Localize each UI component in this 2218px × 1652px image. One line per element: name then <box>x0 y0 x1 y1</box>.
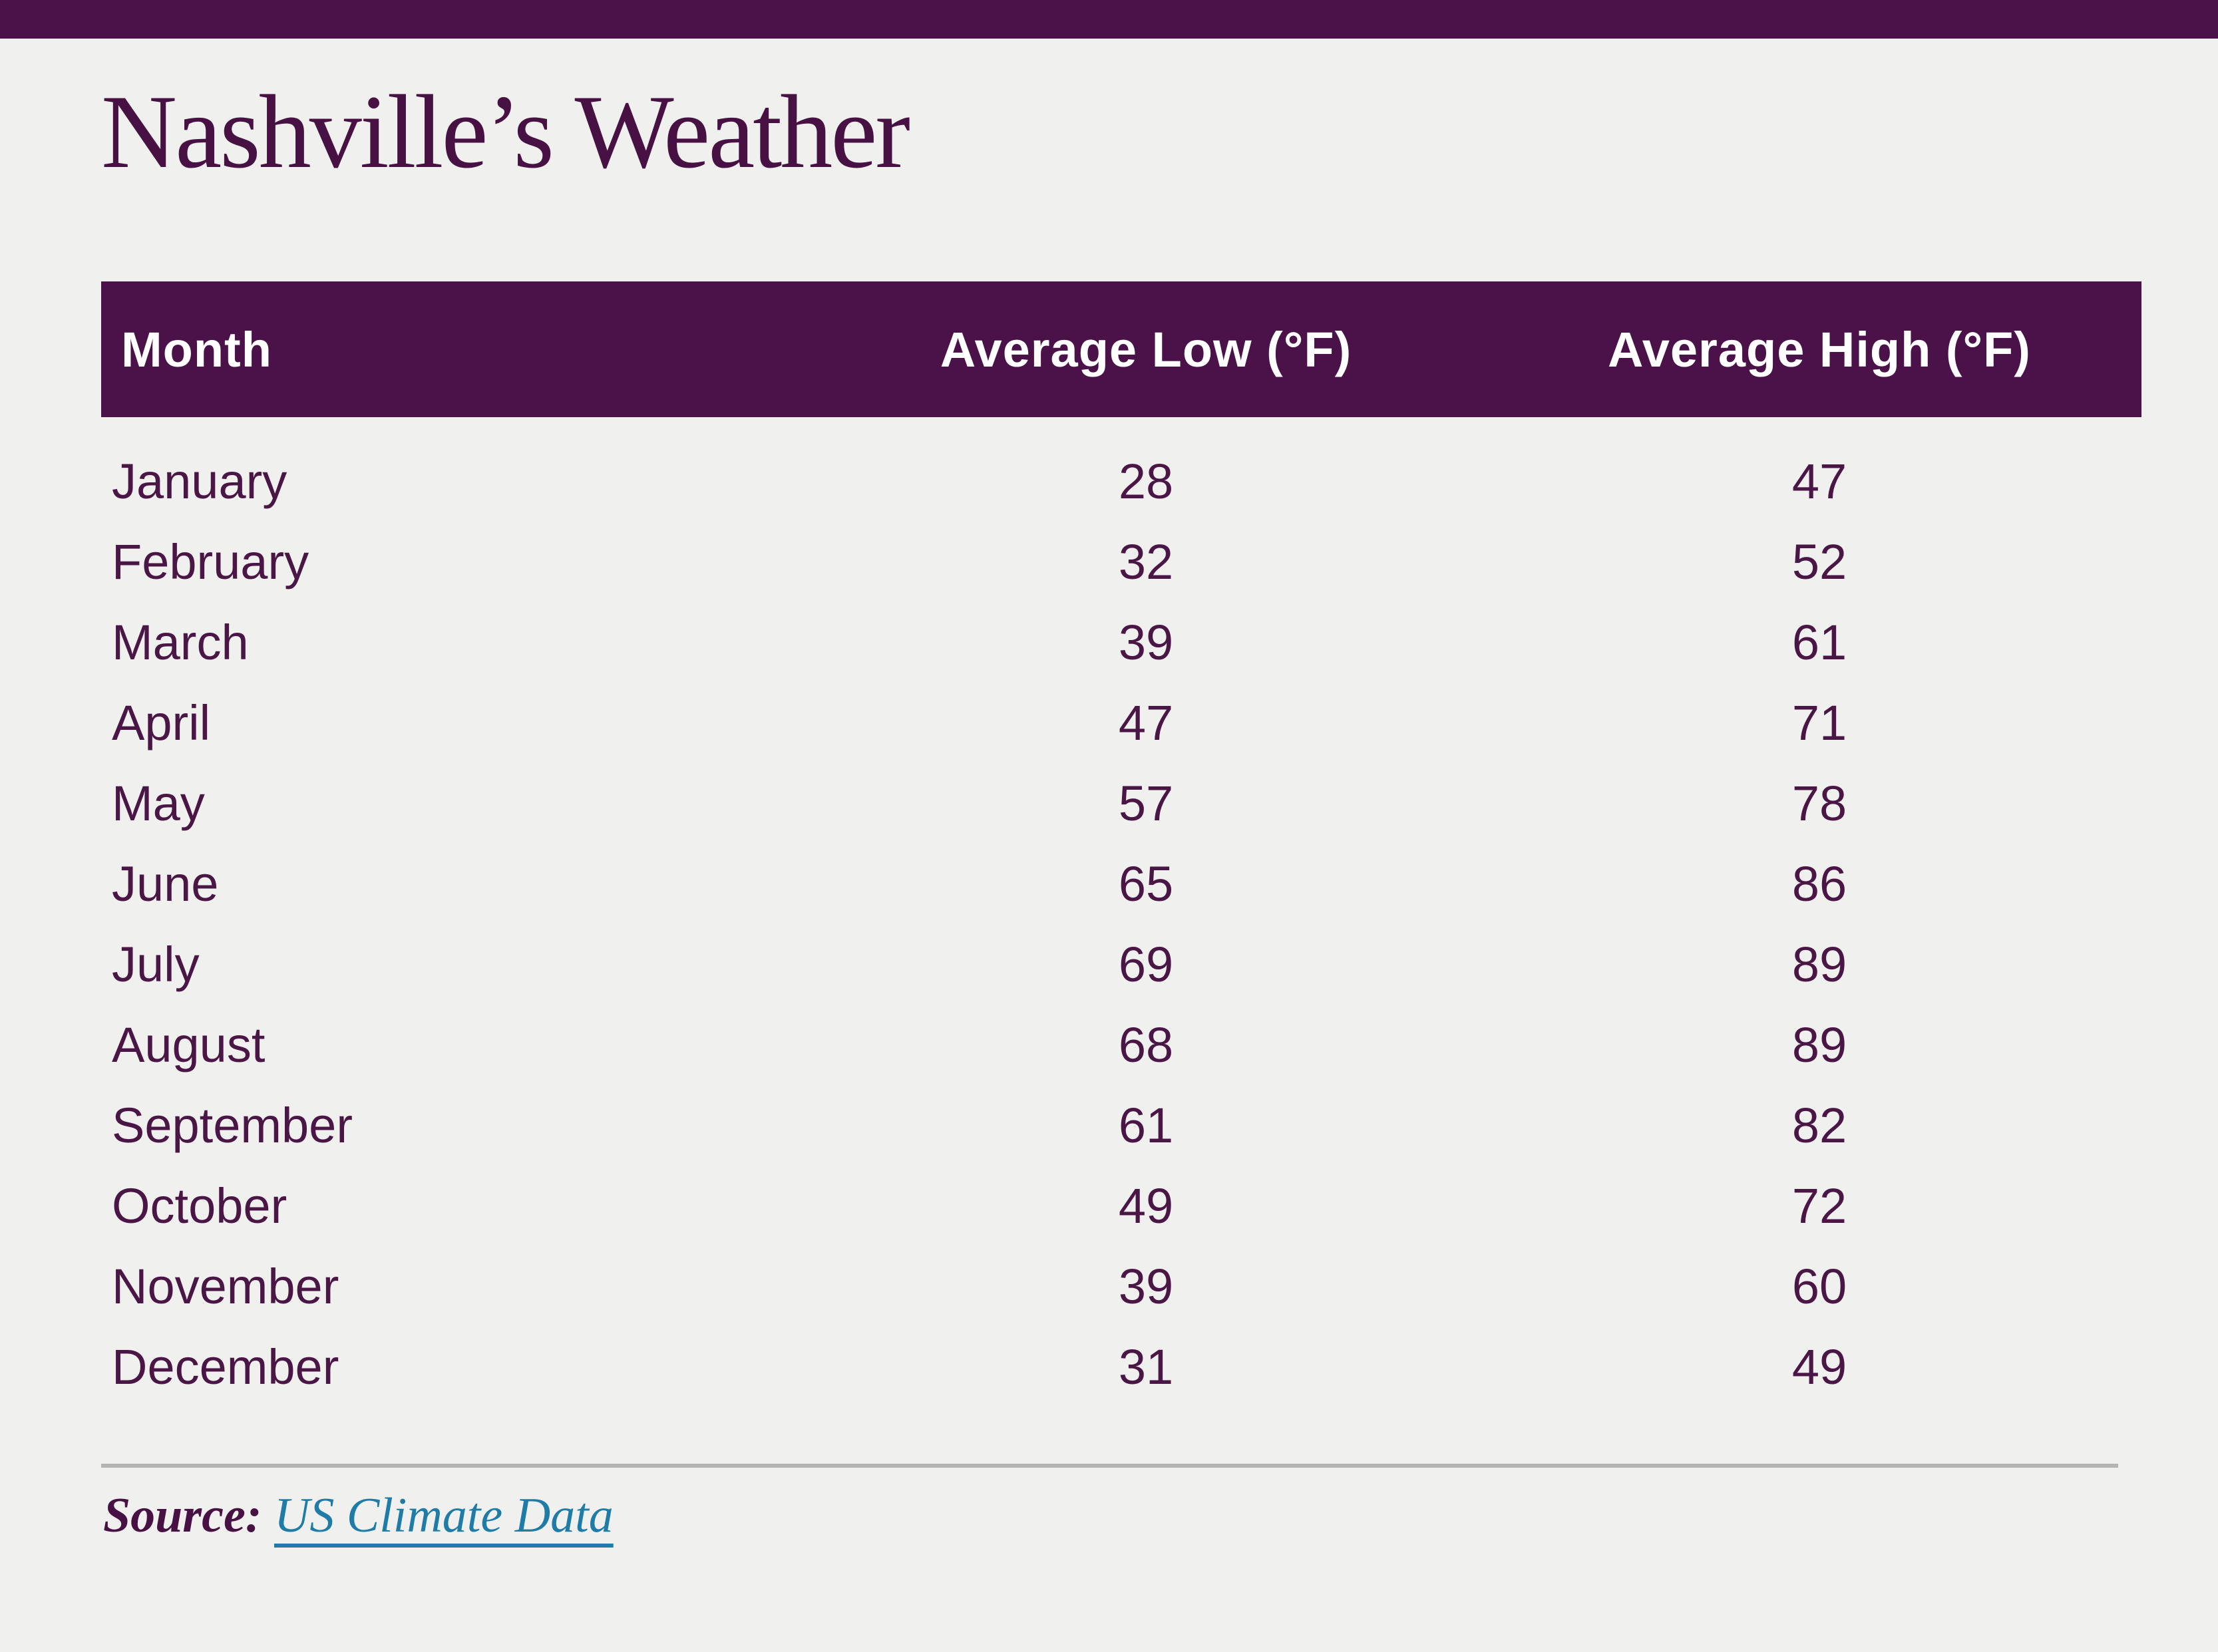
page-title: Nashville’s Weather <box>101 74 910 190</box>
low-cell: 31 <box>1118 1339 1174 1395</box>
table-row: September 61 82 <box>101 1085 2141 1166</box>
high-cell: 52 <box>1791 534 1847 589</box>
source-link[interactable]: US Climate Data <box>274 1488 614 1543</box>
low-cell: 47 <box>1118 695 1174 750</box>
table-header-row: Month Average Low (°F) Average High (°F) <box>101 281 2141 417</box>
month-cell: April <box>112 695 211 750</box>
high-cell: 89 <box>1791 937 1847 992</box>
table-row: July 69 89 <box>101 924 2141 1005</box>
month-cell: October <box>112 1178 287 1234</box>
low-cell: 39 <box>1118 615 1174 670</box>
table-row: January 28 47 <box>101 441 2141 522</box>
table-header: Month Average Low (°F) Average High (°F) <box>101 281 2141 417</box>
table-row: February 32 52 <box>101 522 2141 602</box>
low-cell: 68 <box>1118 1017 1174 1073</box>
table-row: June 65 86 <box>101 844 2141 924</box>
month-cell: June <box>112 856 219 911</box>
high-cell: 71 <box>1791 695 1847 750</box>
month-cell: August <box>112 1017 266 1073</box>
high-cell: 78 <box>1791 776 1847 831</box>
source-line: Source: US Climate Data <box>103 1488 614 1544</box>
table-row: November 39 60 <box>101 1246 2141 1327</box>
high-cell: 89 <box>1791 1017 1847 1073</box>
low-cell: 61 <box>1118 1098 1174 1153</box>
month-cell: November <box>112 1259 339 1314</box>
month-cell: December <box>112 1339 339 1395</box>
high-cell: 60 <box>1791 1259 1847 1314</box>
low-cell: 65 <box>1118 856 1174 911</box>
month-cell: July <box>112 937 200 992</box>
high-cell: 49 <box>1791 1339 1847 1395</box>
low-cell: 32 <box>1118 534 1174 589</box>
high-cell: 61 <box>1791 615 1847 670</box>
low-cell: 57 <box>1118 776 1174 831</box>
top-accent-bar <box>0 0 2218 39</box>
table-row: May 57 78 <box>101 763 2141 844</box>
month-cell: January <box>112 454 287 509</box>
table-row: October 49 72 <box>101 1166 2141 1246</box>
low-cell: 28 <box>1118 454 1174 509</box>
low-cell: 49 <box>1118 1178 1174 1234</box>
source-label: Source: <box>103 1488 262 1543</box>
column-header-avg-low: Average Low (°F) <box>940 321 1352 377</box>
table-body: January 28 47 February 32 52 March 39 61 April 47 7… <box>101 417 2141 1407</box>
high-cell: 82 <box>1791 1098 1847 1153</box>
table-row: April 47 71 <box>101 683 2141 763</box>
low-cell: 69 <box>1118 937 1174 992</box>
weather-table: Month Average Low (°F) Average High (°F)… <box>101 281 2141 1407</box>
table-row: December 31 49 <box>101 1327 2141 1407</box>
low-cell: 39 <box>1118 1259 1174 1314</box>
high-cell: 72 <box>1791 1178 1847 1234</box>
footer-divider <box>101 1464 2118 1468</box>
high-cell: 86 <box>1791 856 1847 911</box>
high-cell: 47 <box>1791 454 1847 509</box>
column-header-avg-high: Average High (°F) <box>1608 321 2031 377</box>
month-cell: September <box>112 1098 353 1153</box>
table-row: March 39 61 <box>101 602 2141 683</box>
month-cell: February <box>112 534 309 589</box>
table-row: August 68 89 <box>101 1005 2141 1085</box>
month-cell: March <box>112 615 249 670</box>
column-header-month: Month <box>121 321 272 377</box>
month-cell: May <box>112 776 205 831</box>
